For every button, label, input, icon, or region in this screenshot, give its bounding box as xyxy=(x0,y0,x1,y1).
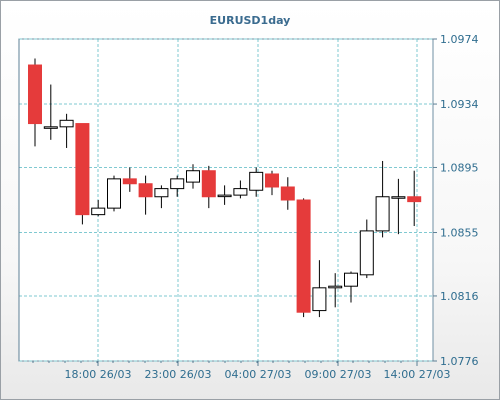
candle-layer xyxy=(28,58,422,318)
candle xyxy=(217,185,232,205)
candle xyxy=(186,164,200,189)
y-tick-label: 1.0816 xyxy=(440,290,479,303)
candle xyxy=(312,260,327,318)
candle-body-bullish xyxy=(107,178,121,209)
candle-body-bearish xyxy=(28,64,42,125)
candle xyxy=(91,200,106,217)
candle xyxy=(170,175,185,197)
candle-body-bullish xyxy=(217,194,232,198)
candle-body-bullish xyxy=(91,207,106,216)
x-tick-label: 23:00 26/03 xyxy=(145,368,212,381)
candle xyxy=(249,167,264,197)
candle-body-bullish xyxy=(344,272,358,287)
candle-body-bearish xyxy=(122,178,137,185)
candle xyxy=(391,178,406,235)
candle-body-bullish xyxy=(391,196,406,199)
candle xyxy=(359,219,374,279)
candle-body-bearish xyxy=(407,196,422,203)
candle-body-bullish xyxy=(328,285,343,289)
candle xyxy=(59,113,74,148)
y-tick-label: 1.0934 xyxy=(440,98,479,111)
candle-body-bullish xyxy=(43,126,58,129)
x-tick-label: 14:00 27/03 xyxy=(384,368,451,381)
candle-body-bearish xyxy=(265,173,279,188)
candle-body-bullish xyxy=(186,170,200,183)
y-tick-label: 1.0855 xyxy=(440,227,479,240)
candle-body-bearish xyxy=(75,123,90,216)
candle xyxy=(265,170,279,196)
candle-body-bullish xyxy=(375,196,390,232)
candle xyxy=(344,271,358,303)
candle xyxy=(233,180,248,199)
candle-body-bullish xyxy=(249,171,264,191)
candle xyxy=(122,167,137,192)
candle xyxy=(43,84,58,140)
candle xyxy=(296,198,311,318)
x-tick-label: 09:00 27/03 xyxy=(305,368,372,381)
candle xyxy=(28,58,42,147)
candle xyxy=(154,185,169,209)
candle-body-bearish xyxy=(296,199,311,313)
chart-title: EURUSD1day xyxy=(210,14,291,27)
y-tick-label: 1.0776 xyxy=(440,355,479,368)
candle-body-bullish xyxy=(233,188,248,196)
y-tick-label: 1.0895 xyxy=(440,161,479,174)
candle-body-bearish xyxy=(280,186,295,201)
candle xyxy=(280,177,295,210)
candle-body-bearish xyxy=(138,183,153,198)
candle xyxy=(107,175,121,212)
candle-body-bullish xyxy=(312,287,327,312)
axis-layer: 1.0974 1.0934 1.0895 1.0855 1.0816 1.0776 18:0… xyxy=(18,33,479,381)
candle-body-bearish xyxy=(201,170,216,198)
candle-body-bullish xyxy=(59,119,74,128)
candle xyxy=(328,273,343,308)
x-tick-label: 04:00 27/03 xyxy=(225,368,292,381)
candle-body-bullish xyxy=(359,230,374,276)
candle-body-bullish xyxy=(170,178,185,190)
candle-body-bullish xyxy=(154,188,169,198)
candle xyxy=(75,123,90,225)
y-tick-label: 1.0974 xyxy=(440,33,479,46)
candle xyxy=(201,165,216,209)
candle xyxy=(407,170,422,227)
x-tick-label: 18:00 26/03 xyxy=(65,368,132,381)
candle xyxy=(375,160,390,238)
candle xyxy=(138,175,153,215)
